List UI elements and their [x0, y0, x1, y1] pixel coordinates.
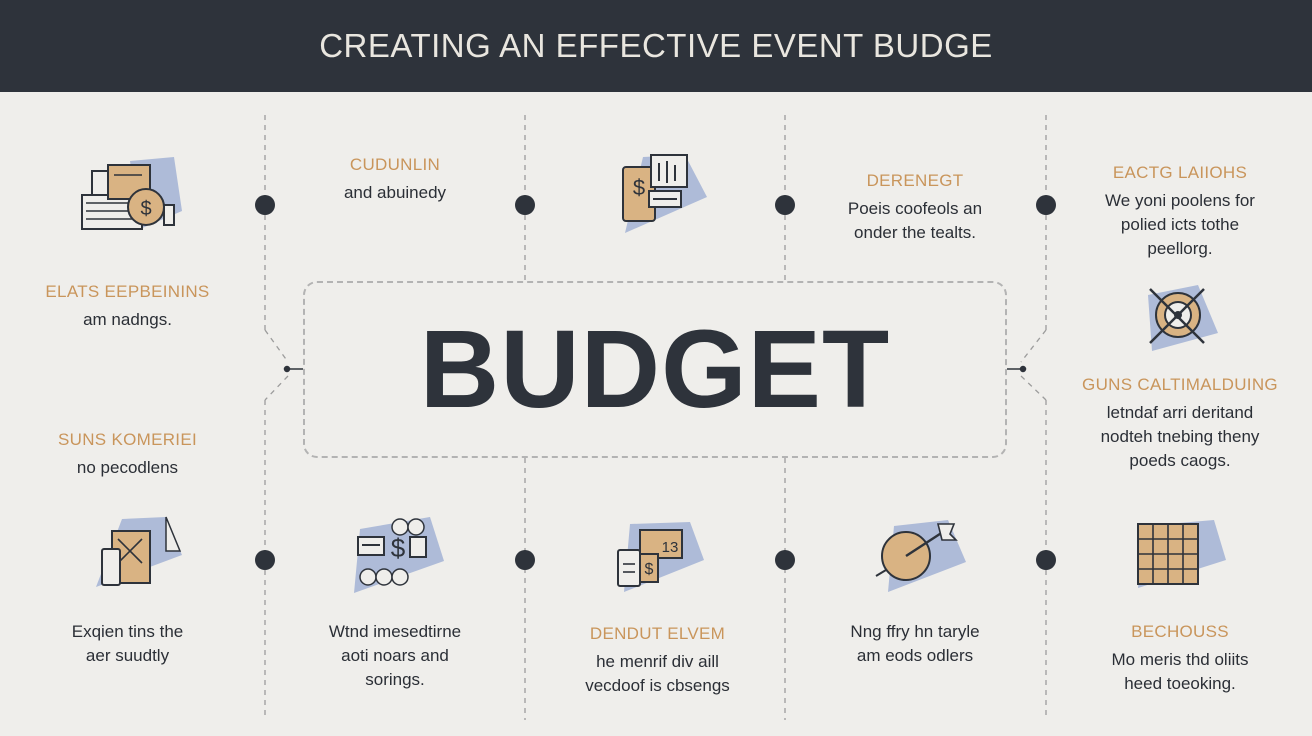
- money-documents-icon: $: [81, 157, 182, 230]
- page-title: CREATING AN EFFECTIVE EVENT BUDGE: [319, 27, 993, 64]
- block-body-line: polied icts tothe: [1120, 215, 1240, 234]
- dollar-coins-icon: $: [354, 517, 444, 593]
- block-heading: DERENEGT: [866, 171, 964, 190]
- price-tag-icon: $: [622, 154, 707, 233]
- svg-text:$: $: [391, 533, 406, 563]
- block-body-line: nodteh tnebing theny: [1100, 427, 1260, 446]
- text-block-3: EACTG LAIIOHS We yoni poolens for polied…: [1075, 163, 1285, 261]
- block-heading: EACTG LAIIOHS: [1112, 163, 1248, 182]
- text-block-11: BECHOUSS Mo meris thd oliits heed toeoki…: [1075, 622, 1285, 696]
- center-budget-word: BUDGET: [419, 308, 891, 431]
- text-block-8: Wtnd imesedtirne aoti noars and sorings.: [295, 620, 495, 692]
- node-bottom-1: [255, 550, 275, 570]
- svg-text:$: $: [633, 175, 645, 200]
- block-body-line: he menrif div aill: [596, 652, 719, 671]
- svg-text:$: $: [140, 198, 151, 220]
- compass-gear-icon: [1148, 285, 1218, 351]
- block-heading: GUNS CALTIMALDUING: [1082, 375, 1278, 394]
- text-block-2: DERENEGT Poeis coofeols an onder the tea…: [815, 171, 1015, 245]
- node-top-1: [255, 195, 275, 215]
- header-bar: CREATING AN EFFECTIVE EVENT BUDGE: [0, 0, 1312, 92]
- text-block-4: ELATS EEPBEININS am nadngs.: [30, 282, 225, 332]
- text-block-9: DENDUT ELVEM he menrif div aill vecdoof …: [555, 624, 760, 698]
- block-heading: CUDUNLIN: [349, 155, 441, 174]
- node-top-3: [775, 195, 795, 215]
- block-body-line: poeds caogs.: [1129, 451, 1231, 470]
- phone-receipt-icon: 13 $: [617, 522, 704, 592]
- block-body-line: aoti noars and: [341, 646, 449, 665]
- text-block-6: GUNS CALTIMALDUING letndaf arri deritand…: [1070, 375, 1290, 473]
- svg-text:$: $: [645, 561, 654, 578]
- target-flag-icon: [875, 520, 966, 592]
- block-body-line: Mo meris thd oliits: [1111, 650, 1249, 669]
- text-block-1: CUDUNLIN and abuinedy: [300, 155, 490, 205]
- center-budget-box: BUDGET: [303, 281, 1007, 458]
- block-body-line: no pecodlens: [76, 458, 179, 477]
- text-block-7: Exqien tins the aer suudtly: [30, 620, 225, 668]
- node-top-4: [1036, 195, 1056, 215]
- calendar-grid-icon: [1137, 520, 1226, 588]
- block-body-line: letndaf arri deritand: [1106, 403, 1254, 422]
- block-heading: SUNS KOMERIEI: [58, 430, 197, 449]
- block-body-line: am eods odlers: [856, 646, 974, 665]
- block-body-line: We yoni poolens for: [1105, 191, 1255, 210]
- node-top-2: [515, 195, 535, 215]
- text-block-10: Nng ffry hn taryle am eods odlers: [815, 620, 1015, 668]
- node-bottom-3: [775, 550, 795, 570]
- block-body-line: sorings.: [365, 670, 425, 689]
- block-body-line: vecdoof is cbsengs: [585, 676, 730, 695]
- block-heading: BECHOUSS: [1131, 622, 1229, 641]
- block-body-line: Exqien tins the: [71, 622, 184, 641]
- block-body-line: aer suudtly: [85, 646, 170, 665]
- block-body-line: and abuinedy: [343, 183, 447, 202]
- svg-text:13: 13: [662, 539, 679, 556]
- block-body-line: onder the tealts.: [854, 223, 976, 242]
- block-body-line: Poeis coofeols an: [847, 199, 983, 218]
- block-body-line: peellorg.: [1147, 239, 1213, 258]
- block-body-line: Nng ffry hn taryle: [850, 622, 980, 641]
- node-bottom-4: [1036, 550, 1056, 570]
- tablet-icon: [96, 516, 182, 587]
- block-heading: ELATS EEPBEININS: [45, 282, 210, 301]
- node-bottom-2: [515, 550, 535, 570]
- block-body-line: heed toeoking.: [1124, 674, 1236, 693]
- text-block-5: SUNS KOMERIEI no pecodlens: [30, 430, 225, 480]
- block-heading: DENDUT ELVEM: [589, 624, 726, 643]
- block-body-line: am nadngs.: [83, 310, 172, 329]
- block-body-line: Wtnd imesedtirne: [328, 622, 462, 641]
